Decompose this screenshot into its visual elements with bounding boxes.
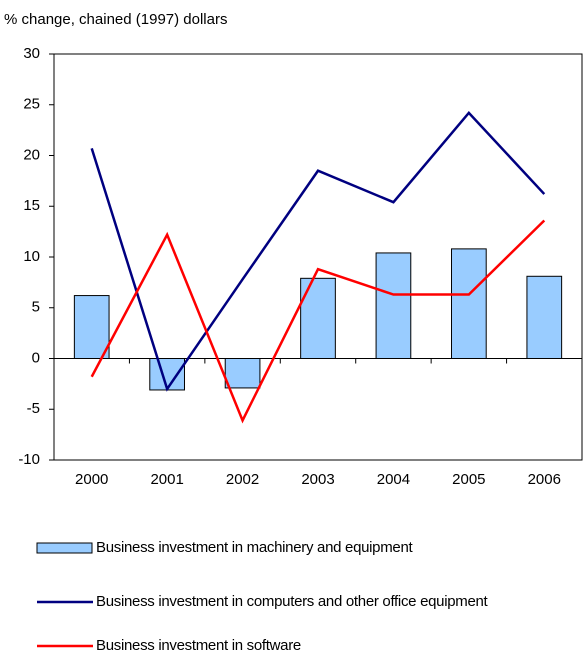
y-tick-label: 10 [23,248,40,265]
bar [451,248,487,360]
y-tick-label: 5 [32,299,40,316]
line [90,219,546,424]
bar [73,295,110,360]
bar [526,275,563,359]
x-tick-label: 2000 [75,471,108,488]
bar [300,277,336,359]
bar [224,358,261,389]
x-tick-label: 2004 [377,471,410,488]
y-tick-label: 30 [23,45,40,62]
x-tick-label: 2001 [150,471,183,488]
bar [375,252,412,359]
y-tick-label: 25 [23,96,40,113]
x-tick-label: 2003 [301,471,334,488]
y-tick-label: -10 [18,451,40,468]
axis-title: % change, chained (1997) dollars [4,11,227,28]
legend-swatch [36,542,93,554]
line [90,110,546,392]
legend-label: Business investment in machinery and equ… [96,539,413,556]
legend-label: Business investment in software [96,637,301,654]
y-tick-label: 0 [32,349,40,366]
x-tick-label: 2005 [452,471,485,488]
y-tick-label: 15 [23,197,40,214]
legend-label: Business investment in computers and oth… [96,593,488,610]
x-tick-label: 2006 [528,471,561,488]
x-tick-label: 2002 [226,471,259,488]
plot-frame [53,53,583,461]
y-tick-label: 20 [23,146,40,163]
y-tick-label: -5 [27,400,40,417]
